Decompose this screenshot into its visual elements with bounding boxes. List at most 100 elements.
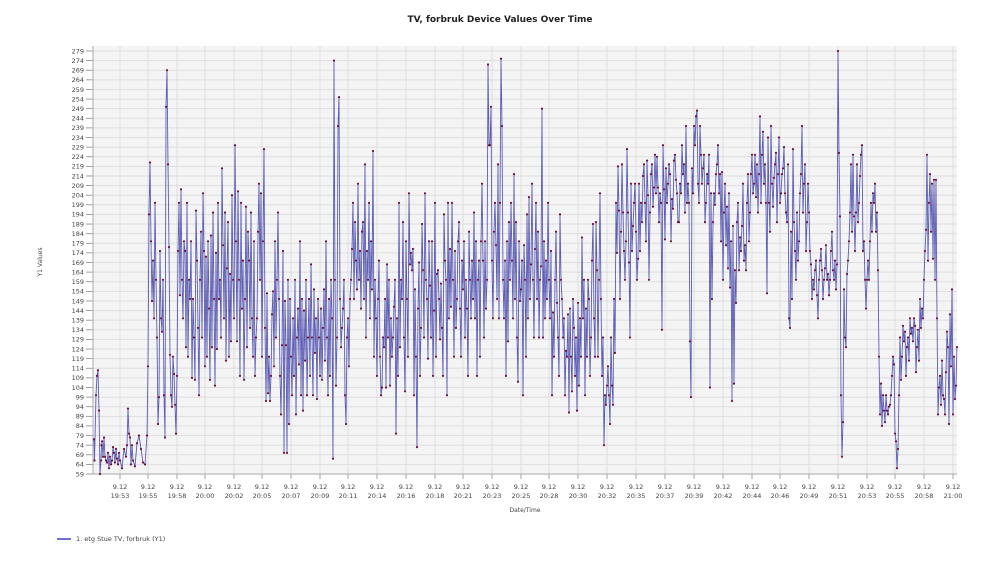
data-point-marker [206, 240, 210, 243]
data-point-marker [729, 240, 733, 243]
data-point-marker [559, 278, 563, 281]
data-point-marker [425, 297, 429, 301]
data-point-marker [944, 371, 948, 374]
data-point-marker [655, 155, 659, 158]
data-point-marker [254, 336, 258, 339]
y-tick-label: 199 [72, 201, 84, 209]
data-point-marker [174, 432, 178, 435]
data-point-marker [583, 394, 587, 397]
data-point-marker [727, 192, 731, 195]
data-point-marker [352, 297, 356, 301]
data-point-marker [361, 221, 365, 224]
data-point-marker [204, 255, 208, 258]
data-point-marker [126, 407, 130, 410]
data-point-marker [822, 278, 826, 281]
data-point-marker [168, 353, 172, 356]
data-point-marker [243, 297, 247, 301]
data-point-marker [99, 459, 103, 462]
data-point-marker [175, 374, 179, 377]
x-tick-time: 20:51 [829, 492, 848, 500]
data-point-marker [854, 211, 858, 214]
data-point-marker [422, 336, 426, 339]
data-point-marker [816, 317, 820, 320]
data-point-marker [341, 307, 345, 310]
data-point-marker [540, 107, 544, 110]
data-point-marker [675, 192, 679, 195]
data-point-marker [866, 259, 870, 262]
data-point-marker [480, 182, 484, 185]
data-point-marker [415, 446, 419, 449]
data-point-marker [350, 247, 354, 251]
x-tick-time: 20:16 [397, 492, 416, 500]
data-point-marker [479, 240, 483, 243]
data-point-marker [477, 259, 481, 262]
data-point-marker [388, 384, 392, 387]
data-point-marker [390, 355, 394, 358]
data-point-marker [753, 153, 757, 156]
data-point-marker [571, 297, 575, 301]
data-point-marker [277, 297, 281, 301]
data-point-marker [868, 240, 872, 243]
data-point-marker [630, 249, 634, 253]
data-point-marker [702, 153, 706, 156]
data-point-marker [143, 463, 147, 466]
y-tick-label: 129 [72, 336, 84, 344]
data-point-marker [184, 346, 188, 349]
data-point-marker [324, 240, 328, 243]
data-point-marker [934, 178, 938, 181]
data-point-marker [490, 259, 494, 262]
data-point-marker [536, 230, 540, 233]
data-point-marker [249, 211, 253, 214]
data-point-marker [380, 386, 384, 389]
data-point-marker [185, 201, 189, 204]
y-tick-label: 214 [72, 172, 84, 180]
y-tick-label: 194 [72, 211, 84, 219]
data-point-marker [334, 384, 338, 387]
data-point-marker [497, 317, 501, 320]
data-point-marker [236, 190, 240, 193]
data-point-marker [255, 317, 259, 320]
y-tick-label: 249 [72, 105, 84, 113]
data-point-marker [278, 374, 282, 377]
data-point-marker [730, 399, 734, 402]
x-tick-date: 9.12 [370, 483, 384, 491]
data-point-marker [896, 447, 900, 451]
data-point-marker [547, 278, 551, 281]
x-tick-time: 19:53 [111, 492, 130, 500]
x-tick-date: 9.12 [658, 483, 672, 491]
data-point-marker [780, 173, 784, 176]
y-tick-label: 264 [72, 76, 84, 84]
x-tick-time: 20:18 [426, 492, 445, 500]
data-point-marker [664, 167, 668, 170]
data-point-marker [557, 374, 561, 377]
data-point-marker [145, 434, 149, 437]
data-point-marker [639, 201, 643, 204]
data-point-marker [156, 422, 160, 426]
data-point-marker [475, 374, 479, 377]
data-point-marker [715, 163, 719, 166]
data-point-marker [644, 240, 648, 243]
data-point-marker [502, 317, 506, 320]
data-point-marker [574, 336, 578, 339]
data-point-marker [150, 299, 154, 303]
data-point-marker [906, 336, 910, 339]
data-point-marker [663, 238, 667, 241]
x-tick-date: 9.12 [170, 483, 184, 491]
data-point-marker [282, 451, 286, 454]
data-point-marker [241, 259, 245, 262]
data-point-marker [256, 230, 260, 233]
data-point-marker [694, 115, 698, 118]
data-point-marker [842, 288, 846, 291]
data-point-marker [660, 328, 664, 331]
data-point-marker [555, 301, 559, 304]
data-point-marker [666, 182, 670, 185]
data-point-marker [838, 215, 842, 218]
data-point-marker [124, 455, 128, 458]
data-point-marker [798, 192, 802, 195]
data-point-marker [147, 213, 151, 216]
data-point-marker [624, 240, 628, 243]
data-point-marker [489, 105, 493, 108]
data-point-marker [677, 221, 681, 224]
data-point-marker [230, 194, 234, 197]
data-point-marker [700, 182, 704, 185]
